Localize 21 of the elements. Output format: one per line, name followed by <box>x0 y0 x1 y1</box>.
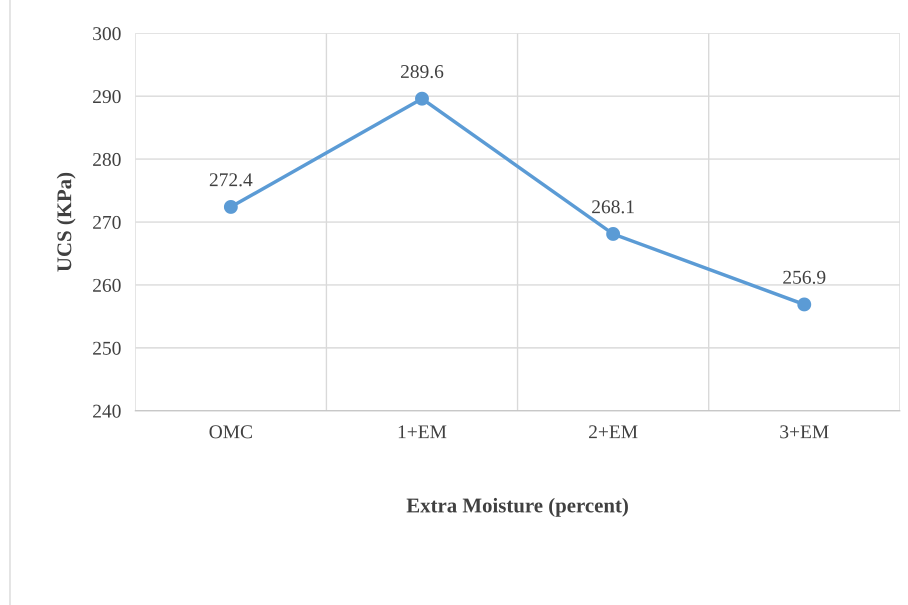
x-tick-label: 3+EM <box>780 425 829 438</box>
point <box>606 227 620 241</box>
data-label: 289.6 <box>400 64 444 78</box>
y-tick-label: 290 <box>93 90 121 104</box>
y-tick-label: 250 <box>93 342 121 355</box>
point <box>415 92 429 106</box>
x-tick-label: OMC <box>210 425 252 438</box>
y-tick-label: 260 <box>93 278 121 292</box>
data-label: 268.1 <box>592 200 634 214</box>
y-tick-label: 280 <box>93 152 121 166</box>
x-axis-title: Extra Moisture (percent) <box>406 498 628 517</box>
y-axis-title: UCS (KPa) <box>56 172 76 272</box>
data-label: 256.9 <box>783 270 826 284</box>
point <box>797 298 812 312</box>
y-tick-label: 270 <box>93 216 121 229</box>
y-tick-label: 240 <box>93 404 121 418</box>
x-tick-label: 1+EM <box>398 425 446 438</box>
point <box>224 200 238 214</box>
data-label: 272.4 <box>210 173 252 186</box>
y-tick-label: 300 <box>93 27 121 40</box>
x-tick-label: 2+EM <box>589 425 638 438</box>
